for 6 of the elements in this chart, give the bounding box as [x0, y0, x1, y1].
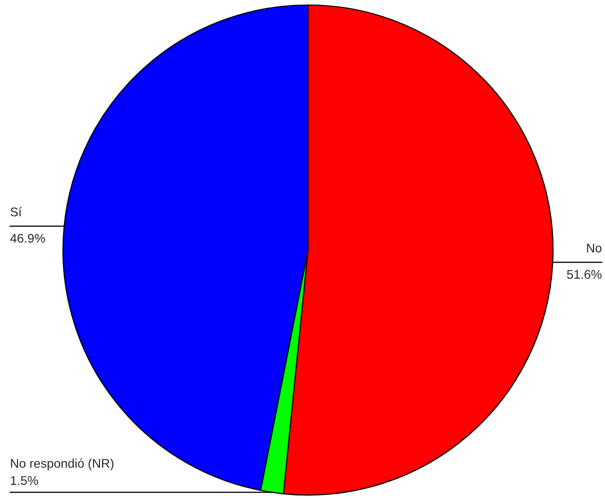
data-label: 46.9% [10, 234, 45, 243]
data-label: 1.5% [10, 476, 38, 485]
slice-label: Sí [10, 207, 22, 216]
data-label: 51.6% [567, 270, 602, 279]
slice-label: No [587, 244, 602, 252]
slice-label: No respondió (NR) [11, 458, 114, 470]
